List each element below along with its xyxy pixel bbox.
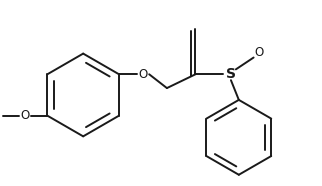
Text: O: O (139, 68, 148, 81)
Text: S: S (226, 67, 236, 81)
Text: O: O (254, 46, 263, 59)
Text: O: O (20, 109, 30, 122)
